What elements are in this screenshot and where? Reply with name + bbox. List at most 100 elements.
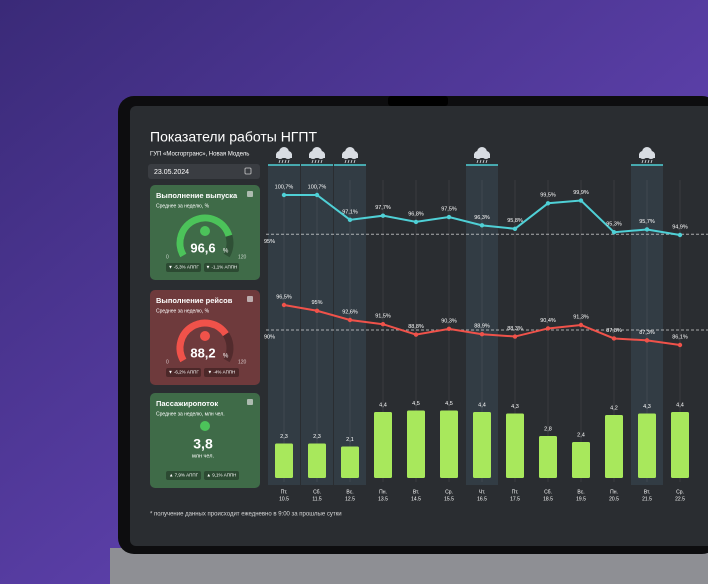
weekday-label: Пт.: [512, 489, 519, 495]
rain-drop: [650, 159, 653, 164]
bar: [638, 413, 656, 478]
rain-drop: [281, 159, 284, 164]
rain-drop: [344, 159, 347, 164]
kpi-unit: млн чел.: [192, 453, 215, 459]
highlight-column: [268, 165, 300, 485]
highlight-column: [301, 165, 333, 485]
target-label: 95%: [264, 239, 275, 245]
weekday-label: Пт.: [281, 489, 288, 495]
bar: [341, 446, 359, 478]
status-icon: [200, 421, 210, 431]
rain-drop: [482, 159, 485, 164]
bar: [275, 443, 293, 478]
point-label: 96,8%: [408, 211, 424, 217]
point-label: 86,1%: [672, 334, 688, 340]
dashboard-subtitle: ГУП «Мосгортранс», Новая Модель: [150, 152, 249, 158]
weekday-label: Вт.: [413, 489, 419, 495]
point-label: 96,3%: [474, 215, 490, 221]
date-label: 22.5: [675, 496, 685, 502]
rain-icon: [639, 147, 655, 164]
bar: [407, 410, 425, 478]
bar-label: 4,3: [511, 404, 519, 410]
bar: [440, 410, 458, 478]
bar-label: 4,3: [643, 404, 651, 410]
bar: [374, 412, 392, 478]
badge-text: ▲ 7,9% АППГ: [169, 473, 199, 478]
line-point: [314, 308, 320, 313]
date-label: 11.5: [312, 496, 322, 502]
gauge-min: 0: [166, 254, 169, 260]
rain-drop: [644, 159, 647, 164]
point-label: 90,3%: [441, 318, 457, 324]
weekend-marker: [580, 503, 582, 504]
weekday-label: Вт.: [644, 489, 650, 495]
point-label: 87,3%: [639, 330, 655, 336]
date-label: 17.5: [510, 496, 520, 502]
date-label: 16.5: [477, 496, 487, 502]
bar-label: 4,4: [676, 402, 684, 408]
line-point: [677, 342, 683, 348]
date-picker[interactable]: [148, 164, 260, 179]
badge: [204, 471, 239, 480]
bar: [506, 413, 524, 478]
line-point: [314, 192, 320, 198]
weekend-marker: [316, 503, 318, 504]
line-point: [512, 334, 518, 339]
line-point: [380, 213, 386, 218]
rain-drop: [287, 159, 290, 164]
line-point: [446, 326, 452, 332]
gauge-min: 0: [166, 359, 169, 365]
kpi-panel: [150, 393, 260, 488]
point-label: 88,9%: [474, 324, 490, 330]
point-label: 100,7%: [308, 184, 327, 190]
date-label: 18.5: [543, 496, 553, 502]
point-label: 91,5%: [375, 314, 391, 320]
rain-drop: [476, 159, 479, 164]
rain-drop: [284, 159, 287, 164]
date-label: 14.5: [411, 496, 421, 502]
badge-text: ▼ -4% АППН: [208, 370, 236, 375]
rain-drop: [317, 159, 320, 164]
weekday-label: Ср.: [676, 489, 684, 495]
panel-subtitle: Среднее за неделю, %: [156, 203, 210, 209]
point-label: 96,5%: [276, 294, 292, 300]
weekday-label: Ср.: [445, 489, 453, 495]
bar-label: 4,5: [445, 401, 453, 407]
gauge-value: 88,2: [190, 345, 215, 360]
line-point: [611, 230, 617, 235]
point-label: 99,5%: [540, 193, 556, 199]
line-point: [578, 322, 584, 328]
line-point: [347, 317, 353, 323]
date-label: 15.5: [444, 496, 454, 502]
rain-drop: [314, 159, 317, 164]
cloud-base: [342, 154, 358, 158]
bar-label: 4,2: [610, 405, 618, 411]
screen: [130, 106, 708, 546]
bar-label: 4,4: [478, 402, 486, 408]
target-label: 90%: [264, 334, 275, 340]
badge: [166, 263, 201, 272]
rain-drop: [485, 159, 488, 164]
date-label: 19.5: [576, 496, 586, 502]
date-label: 13.5: [378, 496, 388, 502]
bar-label: 2,3: [313, 434, 321, 440]
line-point: [545, 326, 551, 331]
rain-drop: [641, 159, 644, 164]
point-label: 88,3%: [507, 326, 523, 332]
point-label: 95,7%: [639, 219, 655, 225]
line-point: [446, 214, 452, 220]
rain-drop: [311, 159, 314, 164]
line-point: [281, 302, 287, 308]
date-value: 23.05.2024: [154, 169, 189, 176]
badge-text: ▼ -5,3% АППГ: [168, 265, 199, 270]
weekday-label: Сб.: [544, 489, 552, 495]
point-label: 95,8%: [507, 218, 523, 224]
point-label: 97,1%: [342, 209, 358, 215]
line-point: [281, 192, 287, 198]
status-icon: [200, 226, 210, 236]
panel-icon: [247, 191, 253, 197]
line-point: [347, 217, 353, 223]
point-label: 88,8%: [408, 324, 424, 330]
point-label: 90,4%: [540, 318, 556, 324]
camera-notch: [388, 96, 448, 106]
